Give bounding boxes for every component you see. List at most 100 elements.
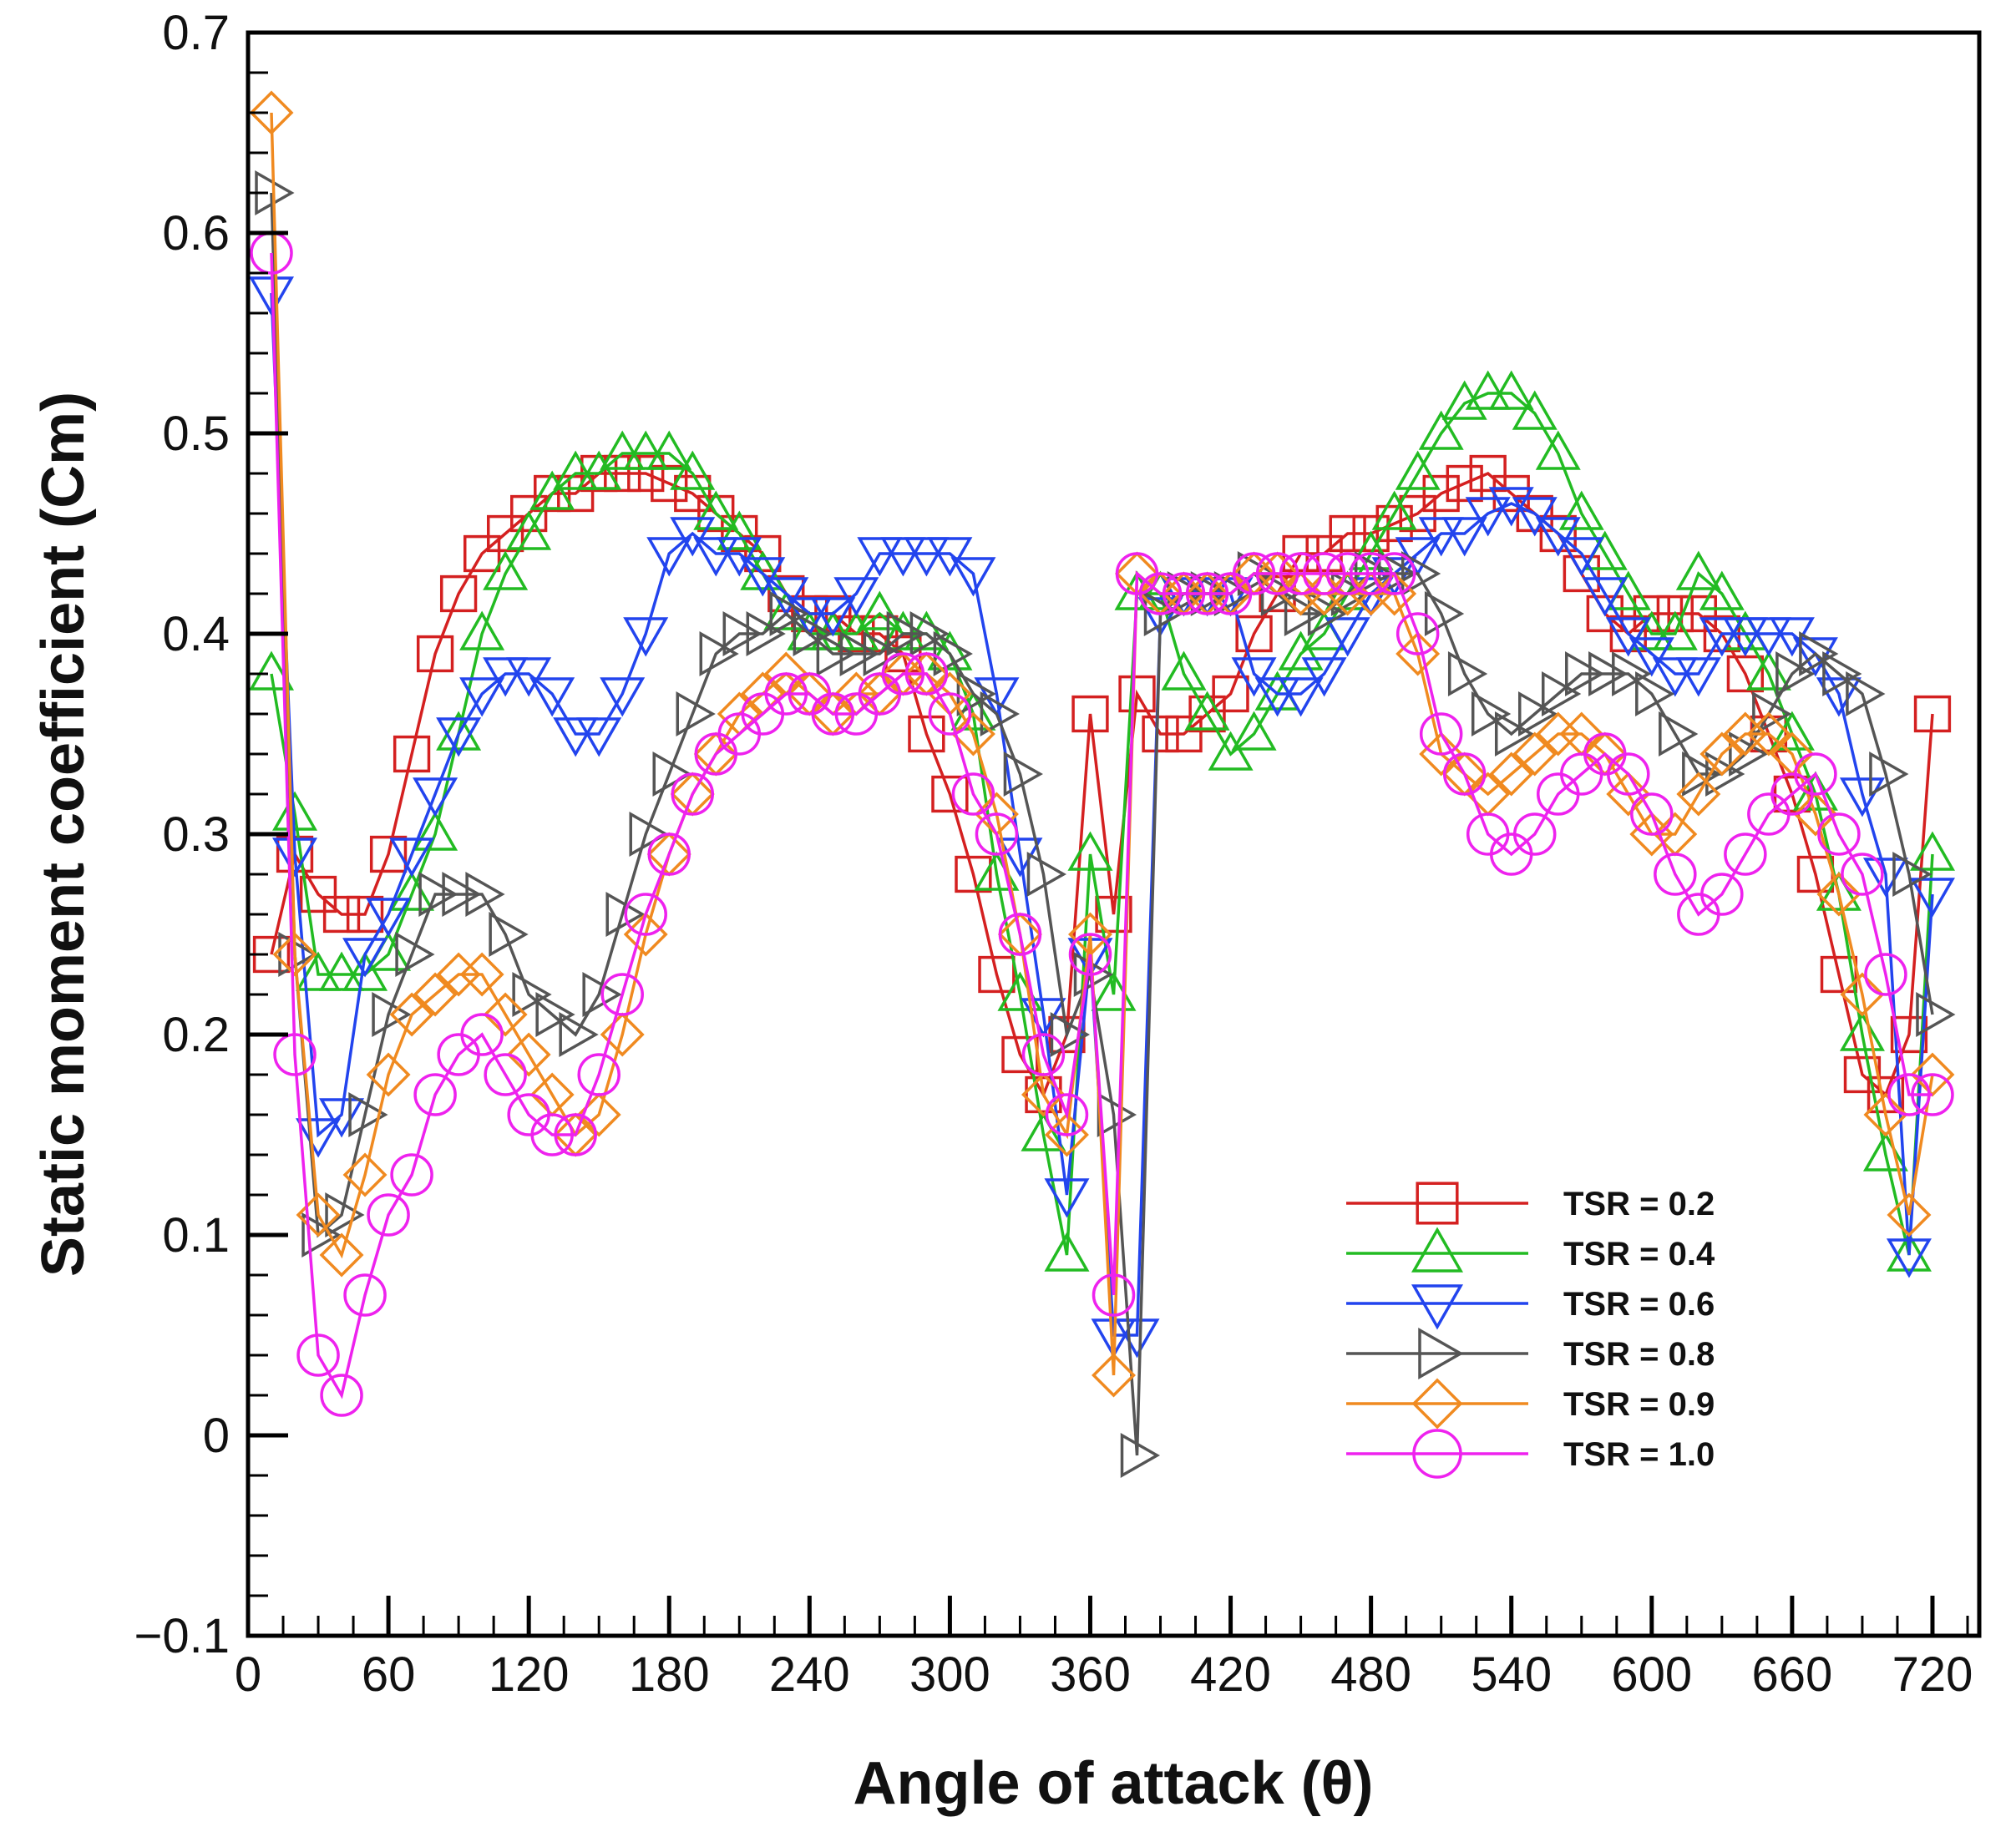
legend-marker bbox=[1416, 1182, 1459, 1225]
y-tick-label: 0.4 bbox=[162, 607, 230, 661]
series-line bbox=[270, 252, 1932, 1399]
data-point bbox=[816, 630, 856, 677]
data-point bbox=[1911, 1073, 1954, 1116]
data-point bbox=[483, 992, 528, 1037]
y-tick-label: 0.5 bbox=[162, 407, 230, 461]
data-point bbox=[1044, 1232, 1090, 1272]
data-point bbox=[483, 550, 529, 590]
data-point bbox=[1279, 552, 1323, 595]
data-point bbox=[1302, 552, 1346, 595]
data-point bbox=[1021, 1033, 1066, 1076]
data-point bbox=[928, 692, 972, 736]
data-point bbox=[767, 574, 805, 613]
data-point bbox=[1822, 650, 1862, 697]
data-point bbox=[1372, 552, 1416, 595]
data-point bbox=[1184, 691, 1230, 731]
data-point bbox=[1869, 751, 1909, 797]
data-point bbox=[1565, 650, 1605, 697]
data-point bbox=[1162, 572, 1206, 615]
data-point bbox=[605, 891, 646, 938]
data-point bbox=[1605, 617, 1651, 657]
data-point bbox=[1558, 490, 1604, 530]
data-point bbox=[1612, 650, 1652, 697]
data-point bbox=[554, 1113, 597, 1156]
data-point bbox=[465, 871, 505, 918]
data-point bbox=[1255, 552, 1299, 595]
data-point bbox=[978, 955, 1016, 994]
data-point bbox=[1913, 695, 1952, 733]
x-tick-label: 480 bbox=[1330, 1647, 1411, 1702]
data-point bbox=[460, 1013, 504, 1056]
data-point bbox=[646, 537, 692, 577]
legend-label: TSR = 0.4 bbox=[1563, 1236, 1715, 1273]
data-point bbox=[436, 711, 482, 751]
legend-item: TSR = 0.4 bbox=[1346, 1227, 1715, 1273]
data-point bbox=[1536, 711, 1581, 757]
data-point bbox=[272, 838, 318, 878]
data-point bbox=[296, 1333, 340, 1377]
data-point bbox=[699, 630, 739, 677]
data-point bbox=[1494, 711, 1535, 757]
data-point bbox=[1659, 711, 1699, 757]
data-point bbox=[1442, 752, 1487, 796]
data-point bbox=[1026, 851, 1066, 898]
legend-item: TSR = 0.9 bbox=[1346, 1378, 1715, 1430]
data-point bbox=[273, 1033, 317, 1076]
data-point bbox=[1254, 677, 1300, 717]
data-point bbox=[1401, 550, 1441, 597]
data-point bbox=[886, 610, 926, 657]
data-point bbox=[535, 991, 575, 1038]
data-point bbox=[342, 951, 388, 991]
data-point bbox=[1045, 1093, 1089, 1136]
y-axis-ticks: −0.1 0 0.1 0.2 0.3 0.4 0.5 0.6 0.7 bbox=[134, 6, 288, 1663]
data-point bbox=[1654, 853, 1697, 896]
data-point bbox=[1301, 657, 1347, 697]
data-point bbox=[744, 534, 782, 573]
data-point bbox=[1188, 695, 1226, 733]
data-point bbox=[956, 671, 996, 717]
data-point bbox=[576, 450, 622, 490]
data-point bbox=[1890, 1015, 1928, 1054]
data-point bbox=[530, 1113, 574, 1156]
x-tick-label: 660 bbox=[1752, 1647, 1833, 1702]
data-point bbox=[1588, 650, 1629, 697]
data-point bbox=[301, 1212, 342, 1258]
data-point bbox=[1705, 751, 1745, 797]
data-point bbox=[857, 590, 903, 630]
data-point bbox=[1067, 831, 1113, 871]
data-point bbox=[1231, 711, 1277, 751]
data-point bbox=[1539, 514, 1577, 553]
data-point bbox=[1746, 711, 1791, 757]
data-point bbox=[372, 991, 412, 1038]
data-point bbox=[1185, 572, 1229, 615]
data-point bbox=[927, 537, 973, 577]
series-layer bbox=[248, 90, 1956, 1479]
data-point bbox=[811, 692, 855, 736]
data-point bbox=[299, 875, 337, 913]
data-point bbox=[483, 657, 529, 697]
legend-item: TSR = 0.6 bbox=[1346, 1284, 1715, 1330]
data-point bbox=[413, 777, 458, 817]
data-point bbox=[1864, 953, 1907, 996]
data-point bbox=[1839, 777, 1885, 817]
data-point bbox=[413, 1073, 457, 1116]
legend: TSR = 0.2 TSR = 0.4 TSR = 0.6 TSR = 0.8 TSR … bbox=[1346, 1182, 1715, 1479]
data-point bbox=[857, 537, 903, 577]
data-point bbox=[950, 557, 996, 597]
data-point bbox=[1231, 657, 1277, 697]
data-point bbox=[1887, 1192, 1932, 1237]
data-point bbox=[1769, 711, 1815, 751]
data-point bbox=[296, 1118, 342, 1158]
data-point bbox=[651, 464, 688, 503]
data-point bbox=[1699, 570, 1745, 610]
data-point bbox=[787, 610, 833, 650]
data-point bbox=[296, 951, 342, 991]
data-point bbox=[1729, 731, 1769, 777]
legend-marker bbox=[1418, 1327, 1464, 1380]
data-point bbox=[395, 931, 435, 978]
data-point bbox=[463, 534, 501, 573]
data-point bbox=[1325, 552, 1370, 595]
data-point bbox=[506, 1032, 551, 1077]
data-point bbox=[1682, 751, 1722, 797]
data-point bbox=[1724, 832, 1767, 876]
